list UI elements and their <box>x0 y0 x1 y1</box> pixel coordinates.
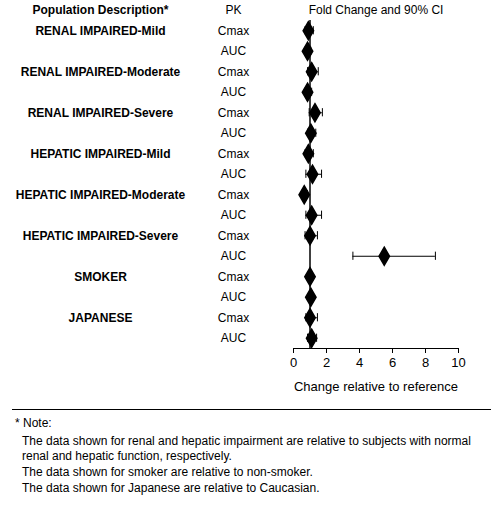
svg-text:RENAL IMPAIRED-Severe: RENAL IMPAIRED-Severe <box>28 106 174 120</box>
svg-text:10: 10 <box>451 355 465 370</box>
svg-text:0: 0 <box>290 355 297 370</box>
svg-text:AUC: AUC <box>221 44 247 58</box>
svg-text:8: 8 <box>422 355 429 370</box>
svg-text:Cmax: Cmax <box>218 311 249 325</box>
svg-text:HEPATIC IMPAIRED-Severe: HEPATIC IMPAIRED-Severe <box>23 229 179 243</box>
svg-text:AUC: AUC <box>221 208 247 222</box>
svg-text:AUC: AUC <box>221 331 247 345</box>
svg-text:Cmax: Cmax <box>218 24 249 38</box>
svg-text:Cmax: Cmax <box>218 147 249 161</box>
svg-text:AUC: AUC <box>221 85 247 99</box>
svg-text:Cmax: Cmax <box>218 106 249 120</box>
svg-text:Change relative to reference: Change relative to reference <box>294 379 458 394</box>
svg-text:6: 6 <box>389 355 396 370</box>
svg-text:Cmax: Cmax <box>218 65 249 79</box>
svg-text:2: 2 <box>323 355 330 370</box>
html-text:The data shown for smoker are: The data shown for smoker are relative t… <box>22 465 313 479</box>
html-text:The data shown for renal and h: The data shown for renal and hepatic imp… <box>22 434 471 463</box>
svg-text:RENAL IMPAIRED-Mild: RENAL IMPAIRED-Mild <box>35 24 165 38</box>
svg-text:AUC: AUC <box>221 290 247 304</box>
html-text:* Note:: * Note: <box>15 416 52 430</box>
svg-text:AUC: AUC <box>221 249 247 263</box>
svg-text:Cmax: Cmax <box>218 270 249 284</box>
svg-text:SMOKER: SMOKER <box>74 270 127 284</box>
svg-text:HEPATIC IMPAIRED-Moderate: HEPATIC IMPAIRED-Moderate <box>16 188 186 202</box>
svg-text:PK: PK <box>225 3 241 17</box>
svg-text:Fold Change and 90% CI: Fold Change and 90% CI <box>309 3 444 17</box>
svg-text:AUC: AUC <box>221 126 247 140</box>
svg-text:AUC: AUC <box>221 167 247 181</box>
svg-text:Population Description*: Population Description* <box>32 3 168 17</box>
svg-text:RENAL IMPAIRED-Moderate: RENAL IMPAIRED-Moderate <box>21 65 181 79</box>
svg-text:4: 4 <box>356 355 363 370</box>
svg-text:JAPANESE: JAPANESE <box>69 311 133 325</box>
svg-text:HEPATIC IMPAIRED-Mild: HEPATIC IMPAIRED-Mild <box>31 147 171 161</box>
svg-text:Cmax: Cmax <box>218 229 249 243</box>
html-text:The data shown for Japanese ar: The data shown for Japanese are relative… <box>22 481 320 495</box>
svg-text:Cmax: Cmax <box>218 188 249 202</box>
